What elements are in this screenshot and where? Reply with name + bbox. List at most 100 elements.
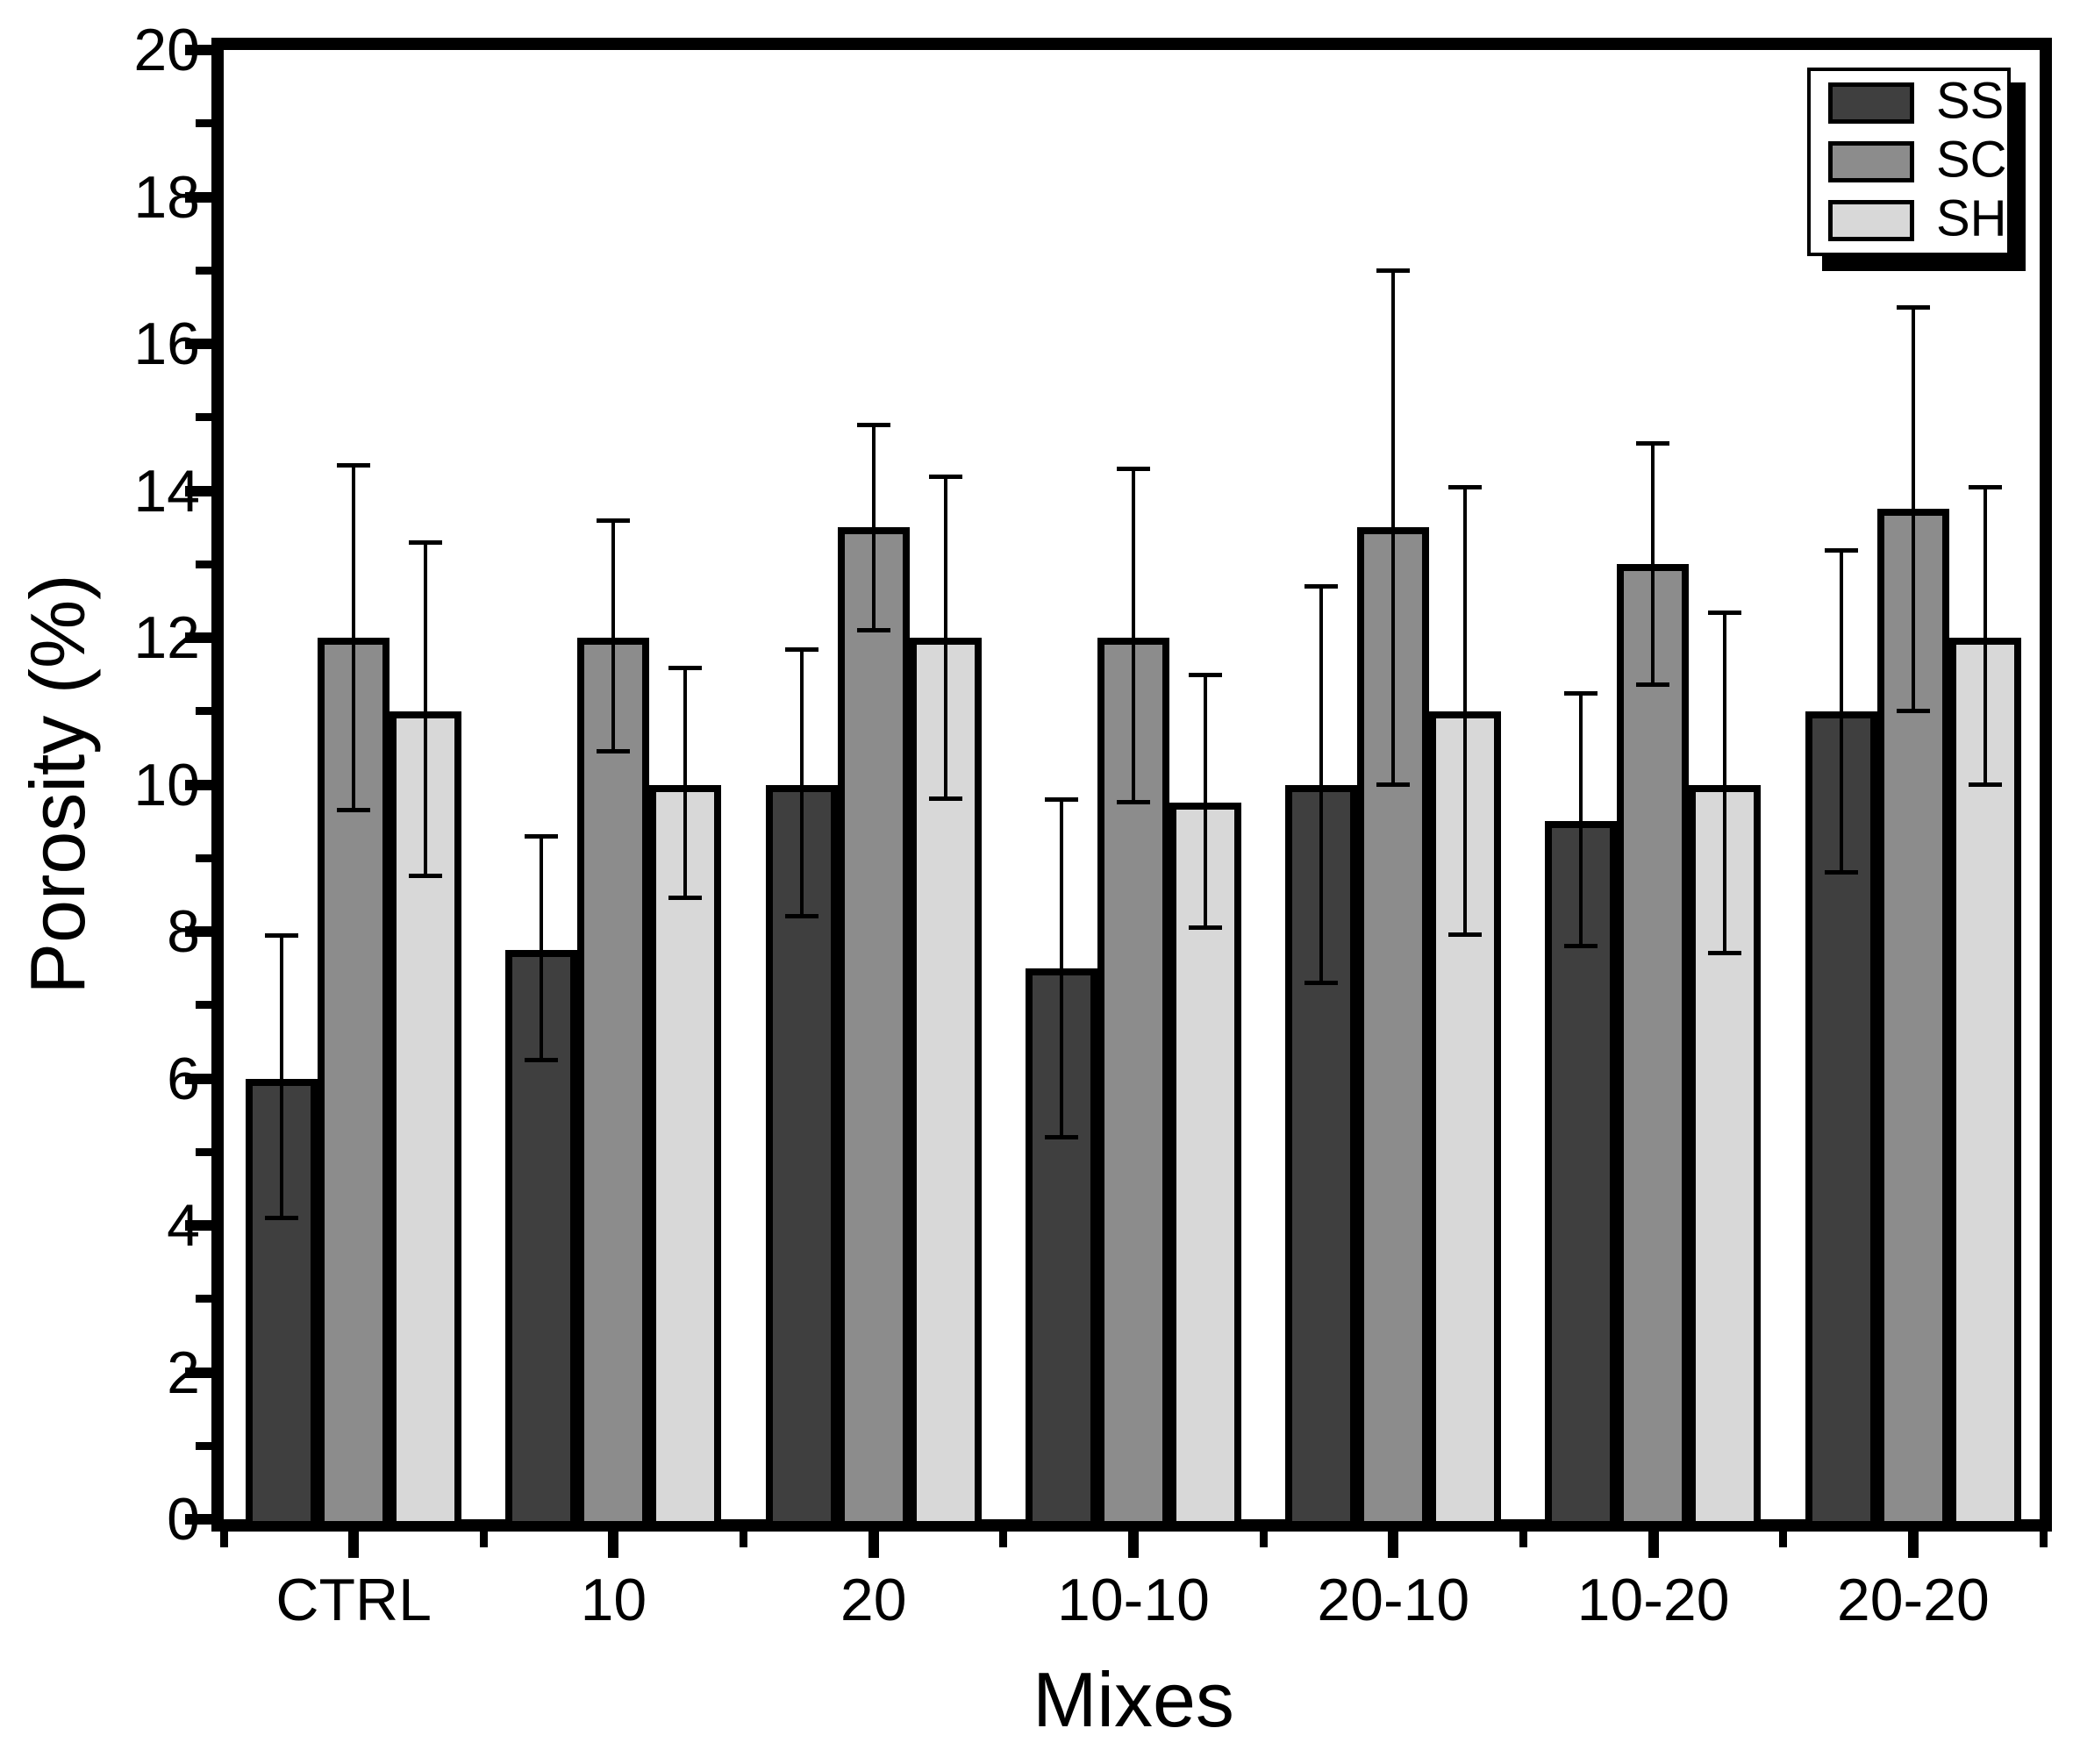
error-bar-cap-top-SS-10 [525, 834, 559, 839]
error-bar-cap-bottom-SC-10 [597, 748, 631, 753]
x-minor-tick-5 [1519, 1532, 1527, 1547]
bar-SH-20 [909, 638, 982, 1528]
bar-SC-10-20 [1617, 564, 1690, 1528]
error-bar-cap-top-SS-20 [784, 646, 818, 652]
legend: SS SC SH [1807, 68, 2011, 256]
error-bar-line-SH-20 [943, 475, 947, 800]
error-bar-cap-bottom-SH-10-10 [1188, 925, 1222, 930]
error-bar-cap-bottom-SC-CTRL [337, 807, 370, 812]
error-bar-cap-top-SH-20-20 [1968, 485, 2002, 490]
error-bar-line-SC-20 [871, 425, 876, 631]
y-tick-label-14: 14 [133, 457, 200, 525]
error-bar-line-SH-10 [683, 667, 688, 899]
x-minor-tick-1 [479, 1532, 488, 1547]
error-bar-cap-bottom-SC-10-10 [1116, 800, 1150, 805]
legend-swatch-SH [1828, 200, 1914, 241]
y-tick-label-8: 8 [167, 898, 200, 965]
x-minor-tick-6 [1779, 1532, 1788, 1547]
y-major-tick-20 [185, 45, 211, 55]
legend-row-SC: SC [1811, 134, 2007, 185]
error-bar-line-SH-CTRL [424, 542, 427, 877]
error-bar-cap-top-SC-10 [597, 518, 631, 523]
y-minor-tick-17 [196, 266, 211, 275]
error-bar-line-SC-10-20 [1651, 443, 1655, 686]
x-minor-tick-7 [2039, 1532, 2048, 1547]
y-minor-tick-19 [196, 119, 211, 128]
x-tick-label-20-20: 20-20 [1836, 1567, 1990, 1633]
legend-label-SS: SS [1936, 72, 2005, 130]
y-major-tick-16 [185, 339, 211, 349]
error-bar-cap-top-SS-CTRL [265, 933, 298, 939]
error-bar-cap-bottom-SC-20 [856, 627, 890, 632]
x-minor-tick-2 [740, 1532, 748, 1547]
x-major-tick-20-20 [1907, 1532, 1919, 1558]
y-minor-tick-9 [196, 853, 211, 862]
y-major-tick-18 [185, 191, 211, 203]
x-tick-label-20: 20 [840, 1567, 907, 1633]
error-bar-line-SC-10-10 [1131, 468, 1135, 803]
x-minor-tick-3 [999, 1532, 1008, 1547]
y-major-tick-10 [185, 779, 211, 790]
y-tick-label-16: 16 [133, 311, 200, 377]
x-tick-label-CTRL: CTRL [275, 1567, 432, 1633]
error-bar-line-SC-CTRL [352, 465, 355, 811]
error-bar-cap-top-SH-CTRL [409, 540, 442, 546]
error-bar-cap-bottom-SH-20 [928, 796, 962, 802]
error-bar-line-SS-10-10 [1059, 799, 1063, 1138]
y-major-tick-14 [185, 485, 211, 496]
x-tick-label-10-20: 10-20 [1576, 1567, 1730, 1633]
legend-swatch-SC [1828, 141, 1914, 182]
legend-row-SH: SH [1811, 193, 2007, 244]
error-bar-cap-bottom-SS-10-20 [1564, 943, 1598, 948]
y-minor-tick-7 [196, 1001, 211, 1010]
error-bar-cap-bottom-SC-10-20 [1636, 682, 1670, 688]
error-bar-cap-bottom-SH-20-10 [1448, 932, 1483, 938]
error-bar-cap-bottom-SS-CTRL [265, 1215, 298, 1220]
error-bar-line-SH-10-20 [1723, 611, 1727, 954]
error-bar-cap-bottom-SC-20-20 [1896, 708, 1930, 713]
y-tick-label-2: 2 [167, 1339, 200, 1406]
error-bar-cap-top-SC-20-10 [1376, 268, 1411, 274]
error-bar-cap-bottom-SH-10 [668, 896, 703, 901]
x-tick-label-10-10: 10-10 [1057, 1567, 1210, 1633]
x-minor-tick-0 [219, 1532, 228, 1547]
legend-swatch-SS [1828, 82, 1914, 124]
error-bar-cap-bottom-SH-CTRL [409, 874, 442, 879]
error-bar-cap-bottom-SS-20-20 [1824, 870, 1858, 875]
error-bar-cap-bottom-SH-20-20 [1968, 782, 2002, 787]
error-bar-cap-top-SH-20-10 [1448, 485, 1483, 490]
error-bar-cap-top-SC-10-10 [1116, 467, 1150, 472]
error-bar-cap-top-SC-20 [856, 423, 890, 428]
x-major-tick-10-20 [1648, 1532, 1659, 1558]
error-bar-line-SH-20-20 [1983, 487, 1987, 785]
error-bar-cap-bottom-SS-20-10 [1304, 980, 1339, 985]
y-tick-label-4: 4 [167, 1192, 200, 1259]
error-bar-cap-top-SC-20-20 [1896, 305, 1930, 311]
error-bar-line-SC-10 [611, 520, 616, 752]
y-minor-tick-5 [196, 1147, 211, 1156]
y-tick-label-20: 20 [133, 17, 200, 83]
error-bar-cap-top-SH-10-20 [1708, 610, 1742, 615]
error-bar-cap-top-SH-10 [668, 665, 703, 670]
y-tick-label-12: 12 [133, 604, 200, 671]
legend-row-SS: SS [1811, 75, 2007, 126]
y-major-tick-4 [185, 1220, 211, 1231]
error-bar-cap-top-SC-10-20 [1636, 441, 1670, 446]
x-tick-label-20-10: 20-10 [1317, 1567, 1470, 1633]
error-bar-line-SS-20 [799, 648, 804, 918]
error-bar-line-SH-10-10 [1203, 674, 1207, 928]
error-bar-line-SS-10-20 [1579, 692, 1583, 946]
error-bar-line-SC-20-10 [1391, 270, 1396, 785]
y-major-tick-0 [185, 1514, 211, 1525]
y-minor-tick-11 [196, 707, 211, 716]
error-bar-line-SS-20-20 [1839, 549, 1843, 873]
y-axis-title: Porosity (%) [14, 574, 101, 995]
error-bar-line-SS-20-10 [1319, 586, 1324, 983]
bar-SC-10 [577, 638, 650, 1528]
legend-label-SH: SH [1936, 189, 2007, 247]
y-tick-label-18: 18 [133, 163, 200, 231]
y-tick-label-6: 6 [167, 1045, 200, 1112]
bar-SC-20 [837, 527, 910, 1528]
x-major-tick-20-10 [1388, 1532, 1399, 1558]
